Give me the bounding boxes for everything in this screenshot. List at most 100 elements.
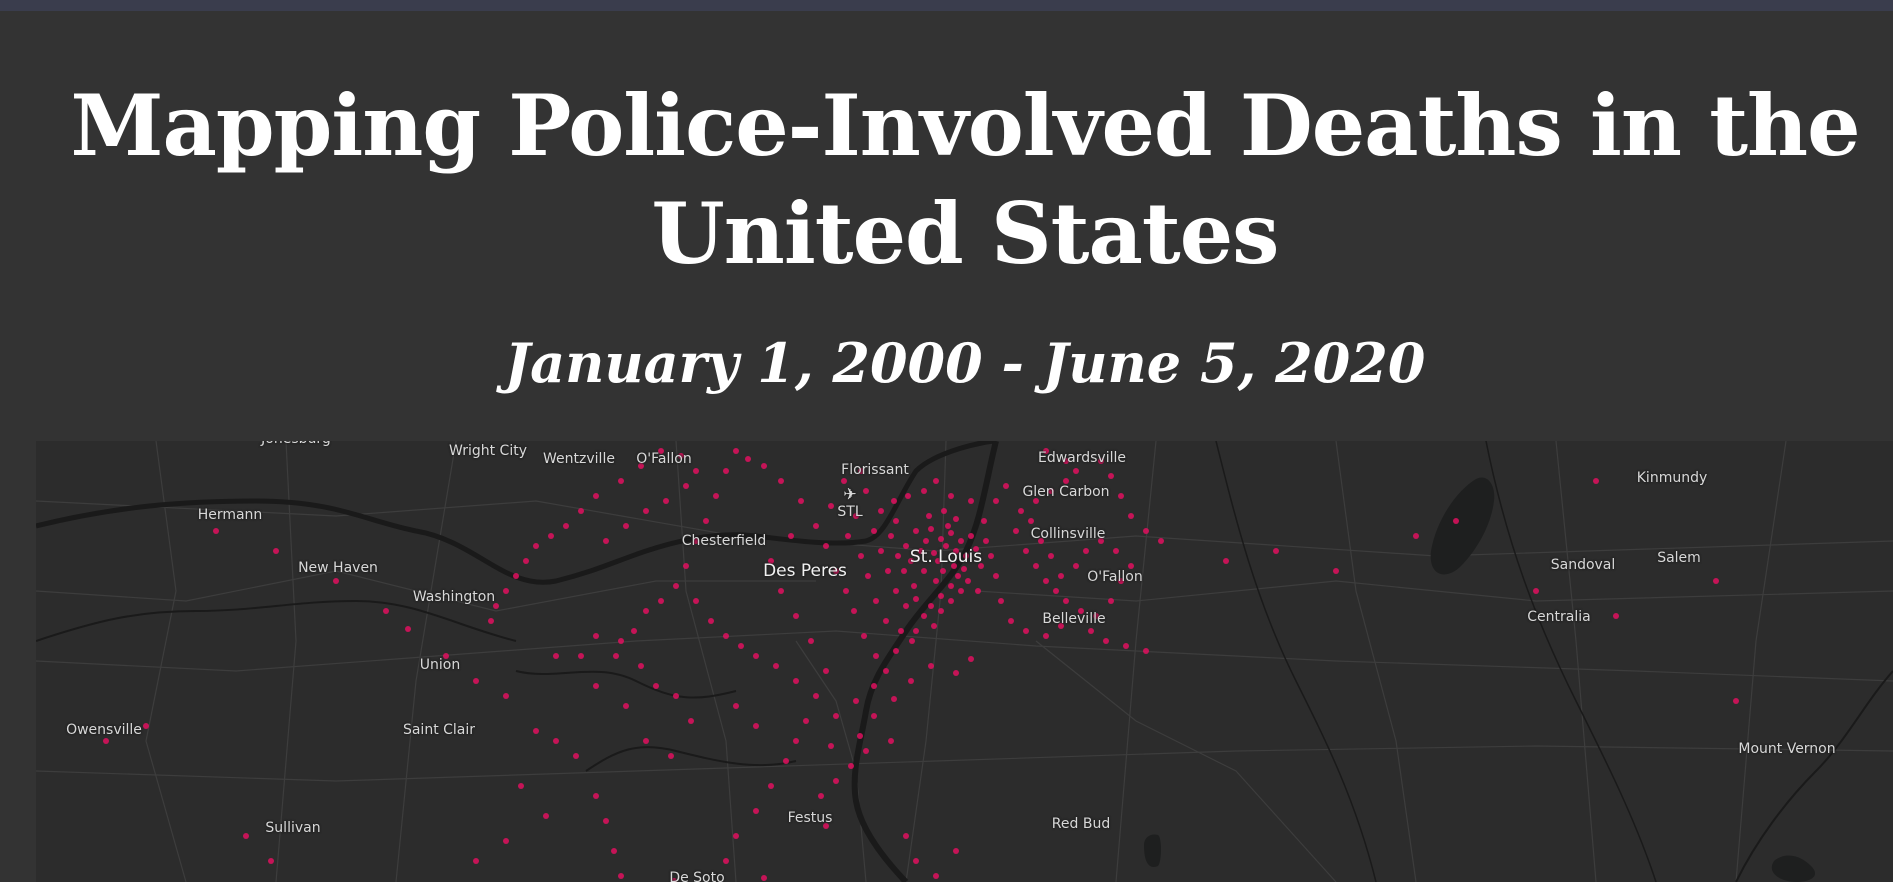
- incident-marker[interactable]: [1093, 613, 1099, 619]
- incident-marker[interactable]: [1118, 493, 1124, 499]
- incident-marker[interactable]: [623, 703, 629, 709]
- incident-marker[interactable]: [955, 573, 961, 579]
- incident-map[interactable]: Jonesburg Wright City Wentzville O'Fallon Fl…: [36, 441, 1893, 882]
- incident-marker[interactable]: [273, 548, 279, 554]
- incident-marker[interactable]: [893, 518, 899, 524]
- incident-marker[interactable]: [671, 878, 677, 882]
- incident-marker[interactable]: [1533, 588, 1539, 594]
- incident-marker[interactable]: [961, 566, 967, 572]
- incident-marker[interactable]: [828, 743, 834, 749]
- incident-marker[interactable]: [951, 563, 957, 569]
- incident-marker[interactable]: [993, 573, 999, 579]
- incident-marker[interactable]: [858, 468, 864, 474]
- incident-marker[interactable]: [853, 698, 859, 704]
- incident-marker[interactable]: [848, 763, 854, 769]
- incident-marker[interactable]: [658, 598, 664, 604]
- incident-marker[interactable]: [673, 583, 679, 589]
- incident-marker[interactable]: [948, 493, 954, 499]
- incident-marker[interactable]: [901, 568, 907, 574]
- incident-marker[interactable]: [993, 498, 999, 504]
- incident-marker[interactable]: [753, 723, 759, 729]
- incident-marker[interactable]: [918, 548, 924, 554]
- incident-marker[interactable]: [678, 453, 684, 459]
- incident-marker[interactable]: [1143, 528, 1149, 534]
- incident-marker[interactable]: [803, 718, 809, 724]
- incident-marker[interactable]: [473, 678, 479, 684]
- incident-marker[interactable]: [143, 723, 149, 729]
- incident-marker[interactable]: [948, 598, 954, 604]
- incident-marker[interactable]: [938, 536, 944, 542]
- incident-marker[interactable]: [948, 583, 954, 589]
- incident-marker[interactable]: [513, 573, 519, 579]
- incident-marker[interactable]: [563, 523, 569, 529]
- incident-marker[interactable]: [813, 523, 819, 529]
- incident-marker[interactable]: [1088, 628, 1094, 634]
- incident-marker[interactable]: [833, 778, 839, 784]
- incident-marker[interactable]: [931, 623, 937, 629]
- incident-marker[interactable]: [723, 468, 729, 474]
- incident-marker[interactable]: [1108, 473, 1114, 479]
- incident-marker[interactable]: [958, 588, 964, 594]
- incident-marker[interactable]: [1073, 468, 1079, 474]
- incident-marker[interactable]: [823, 823, 829, 829]
- incident-marker[interactable]: [853, 513, 859, 519]
- incident-marker[interactable]: [631, 628, 637, 634]
- incident-marker[interactable]: [443, 653, 449, 659]
- incident-marker[interactable]: [898, 628, 904, 634]
- incident-marker[interactable]: [978, 563, 984, 569]
- incident-marker[interactable]: [653, 683, 659, 689]
- incident-marker[interactable]: [857, 733, 863, 739]
- incident-marker[interactable]: [1273, 548, 1279, 554]
- incident-marker[interactable]: [593, 683, 599, 689]
- incident-marker[interactable]: [668, 753, 674, 759]
- incident-marker[interactable]: [968, 498, 974, 504]
- incident-marker[interactable]: [768, 558, 774, 564]
- incident-marker[interactable]: [518, 783, 524, 789]
- incident-marker[interactable]: [903, 833, 909, 839]
- incident-marker[interactable]: [1098, 538, 1104, 544]
- incident-marker[interactable]: [723, 858, 729, 864]
- incident-marker[interactable]: [926, 513, 932, 519]
- incident-marker[interactable]: [778, 478, 784, 484]
- incident-marker[interactable]: [813, 693, 819, 699]
- incident-marker[interactable]: [658, 448, 664, 454]
- incident-marker[interactable]: [1083, 548, 1089, 554]
- incident-marker[interactable]: [1043, 448, 1049, 454]
- incident-marker[interactable]: [548, 533, 554, 539]
- incident-marker[interactable]: [593, 633, 599, 639]
- incident-marker[interactable]: [940, 568, 946, 574]
- incident-marker[interactable]: [833, 713, 839, 719]
- incident-marker[interactable]: [941, 508, 947, 514]
- incident-marker[interactable]: [1013, 528, 1019, 534]
- incident-marker[interactable]: [1333, 568, 1339, 574]
- incident-marker[interactable]: [693, 468, 699, 474]
- incident-marker[interactable]: [793, 613, 799, 619]
- incident-marker[interactable]: [1048, 488, 1054, 494]
- incident-marker[interactable]: [903, 603, 909, 609]
- incident-marker[interactable]: [908, 678, 914, 684]
- incident-marker[interactable]: [963, 553, 969, 559]
- incident-marker[interactable]: [938, 608, 944, 614]
- incident-marker[interactable]: [573, 753, 579, 759]
- incident-marker[interactable]: [638, 663, 644, 669]
- incident-marker[interactable]: [733, 448, 739, 454]
- incident-marker[interactable]: [998, 598, 1004, 604]
- incident-marker[interactable]: [1033, 498, 1039, 504]
- incident-marker[interactable]: [753, 653, 759, 659]
- incident-marker[interactable]: [703, 518, 709, 524]
- incident-marker[interactable]: [773, 663, 779, 669]
- incident-marker[interactable]: [895, 553, 901, 559]
- incident-marker[interactable]: [778, 588, 784, 594]
- incident-marker[interactable]: [913, 596, 919, 602]
- incident-marker[interactable]: [1023, 548, 1029, 554]
- incident-marker[interactable]: [1128, 513, 1134, 519]
- incident-marker[interactable]: [593, 793, 599, 799]
- incident-marker[interactable]: [673, 693, 679, 699]
- incident-marker[interactable]: [871, 528, 877, 534]
- incident-marker[interactable]: [1123, 643, 1129, 649]
- incident-marker[interactable]: [738, 643, 744, 649]
- incident-marker[interactable]: [553, 653, 559, 659]
- incident-marker[interactable]: [968, 656, 974, 662]
- incident-marker[interactable]: [1023, 628, 1029, 634]
- incident-marker[interactable]: [965, 578, 971, 584]
